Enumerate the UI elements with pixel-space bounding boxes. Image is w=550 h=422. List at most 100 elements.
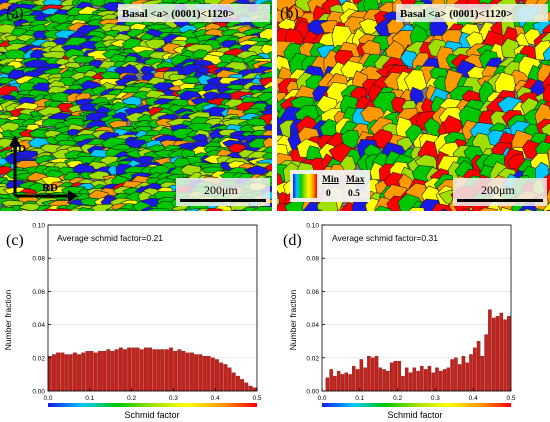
histogram-bar	[89, 351, 94, 392]
bars-c	[47, 347, 257, 392]
histogram-d: (d) Average schmid factor=0.31 Number fr…	[275, 211, 550, 422]
legend-min-value: 0	[326, 189, 331, 199]
x-tick-label: 0.3	[431, 395, 440, 402]
plot-frame	[321, 224, 512, 392]
x-tick-label: 0.5	[252, 395, 261, 402]
grain	[270, 6, 272, 10]
histogram-c: (c) Average schmid factor=0.21 Number fr…	[0, 211, 275, 422]
legend-color-swatch	[293, 174, 317, 198]
grain	[374, 205, 392, 211]
schmid-map-b: (b) Basal <a> (0001)<1120> Min Max 0 0.5…	[277, 0, 550, 211]
histogram-bar	[491, 317, 496, 392]
histogram-bar	[202, 355, 207, 392]
histogram-bar	[156, 349, 161, 392]
histogram-bar	[363, 367, 367, 392]
histogram-bar	[139, 349, 144, 392]
xlabel-d: Schmid factor	[387, 410, 442, 420]
histogram-bar	[412, 367, 417, 392]
histogram-bar	[465, 362, 469, 392]
histogram-bar	[93, 352, 98, 392]
annotation-d: Average schmid factor=0.31	[332, 233, 438, 243]
map-title-b: Basal <a> (0001)<1120>	[400, 8, 512, 20]
scalebar-label-a: 200μm	[204, 183, 238, 197]
histogram-bar	[64, 354, 69, 392]
grain	[268, 209, 272, 211]
histogram-bar	[352, 365, 356, 392]
plot-frame	[47, 224, 258, 392]
colorstrip-c	[48, 403, 257, 407]
grain	[20, 209, 34, 211]
histogram-bar	[219, 362, 224, 392]
histogram-bar	[408, 372, 413, 392]
grain	[173, 209, 187, 211]
histogram-bar	[416, 370, 420, 392]
histogram-bar	[60, 352, 65, 392]
x-tick-label: 0.4	[211, 395, 220, 402]
histogram-bar	[152, 349, 157, 392]
histogram-bar	[503, 319, 507, 392]
histogram-bar	[118, 347, 123, 392]
histogram-bar	[123, 349, 127, 392]
histogram-bar	[370, 357, 375, 392]
histogram-bar	[248, 385, 253, 392]
histogram-bar	[367, 355, 371, 392]
histogram-bar	[333, 375, 337, 392]
x-tick-label: 0.1	[355, 395, 364, 402]
grain	[462, 208, 475, 211]
histogram-bar	[231, 372, 236, 392]
grain	[127, 209, 140, 211]
histogram-bar	[454, 357, 458, 392]
histogram-bar	[169, 347, 173, 392]
histogram-bar	[457, 364, 462, 392]
schmid-color-strip	[48, 403, 257, 407]
y-tick-label: 0.04	[306, 322, 319, 329]
histogram-bar	[198, 354, 203, 392]
histogram-bar	[135, 347, 140, 392]
histogram-bar	[484, 334, 488, 392]
histogram-c-svg: (c) Average schmid factor=0.21 Number fr…	[3, 223, 262, 421]
histogram-bar	[435, 367, 439, 392]
panel-label-c: (c)	[6, 232, 24, 249]
nd-arrow-icon	[9, 136, 21, 146]
x-tick-label: 0.5	[506, 395, 515, 402]
histogram-bar	[252, 387, 257, 392]
y-tick-label: 0.06	[306, 289, 319, 296]
grain	[0, 206, 16, 211]
grain	[205, 207, 224, 211]
histogram-bar	[131, 347, 136, 392]
x-tick-label: 0.3	[169, 395, 178, 402]
x-tick-label: 0.0	[317, 395, 326, 402]
grain	[259, 28, 272, 41]
grain	[408, 207, 425, 211]
rd-arrow-icon	[68, 190, 78, 202]
histogram-d-svg: (d) Average schmid factor=0.31 Number fr…	[283, 223, 516, 421]
histogram-bar	[344, 372, 349, 392]
ticks-c: 0.00 0.02 0.04 0.06 0.08 0.10 0.0 0.1 0.2 0.3 0.4 0…	[32, 223, 262, 403]
y-tick-label: 0.00	[306, 389, 319, 396]
histogram-bar	[47, 355, 52, 392]
histogram-bar	[102, 351, 107, 392]
y-tick-label: 0.10	[32, 223, 45, 230]
grain	[267, 51, 272, 61]
y-tick-label: 0.10	[306, 223, 319, 230]
panel-label-a: (a)	[6, 5, 24, 22]
grain	[262, 137, 272, 149]
histogram-bar	[359, 359, 364, 392]
panel-label-d: (d)	[283, 232, 302, 249]
xlabel-c: Schmid factor	[124, 410, 179, 420]
schmid-map-a-image: (a) Basal <a> (0001)<1120> ND RD 200μm	[0, 0, 272, 211]
histogram-bar	[393, 360, 398, 392]
histogram-bar	[68, 354, 73, 392]
axes-c	[47, 224, 258, 392]
x-tick-label: 0.2	[393, 395, 402, 402]
grain	[251, 205, 272, 211]
y-tick-label: 0.02	[306, 355, 319, 362]
histogram-bar	[194, 354, 199, 392]
grain	[90, 0, 109, 7]
y-tick-label: 0.08	[32, 256, 45, 263]
histogram-bar	[110, 351, 115, 392]
histogram-bar	[427, 365, 432, 392]
axes-d	[321, 224, 512, 392]
grain	[256, 91, 272, 102]
histogram-bar	[495, 316, 500, 392]
